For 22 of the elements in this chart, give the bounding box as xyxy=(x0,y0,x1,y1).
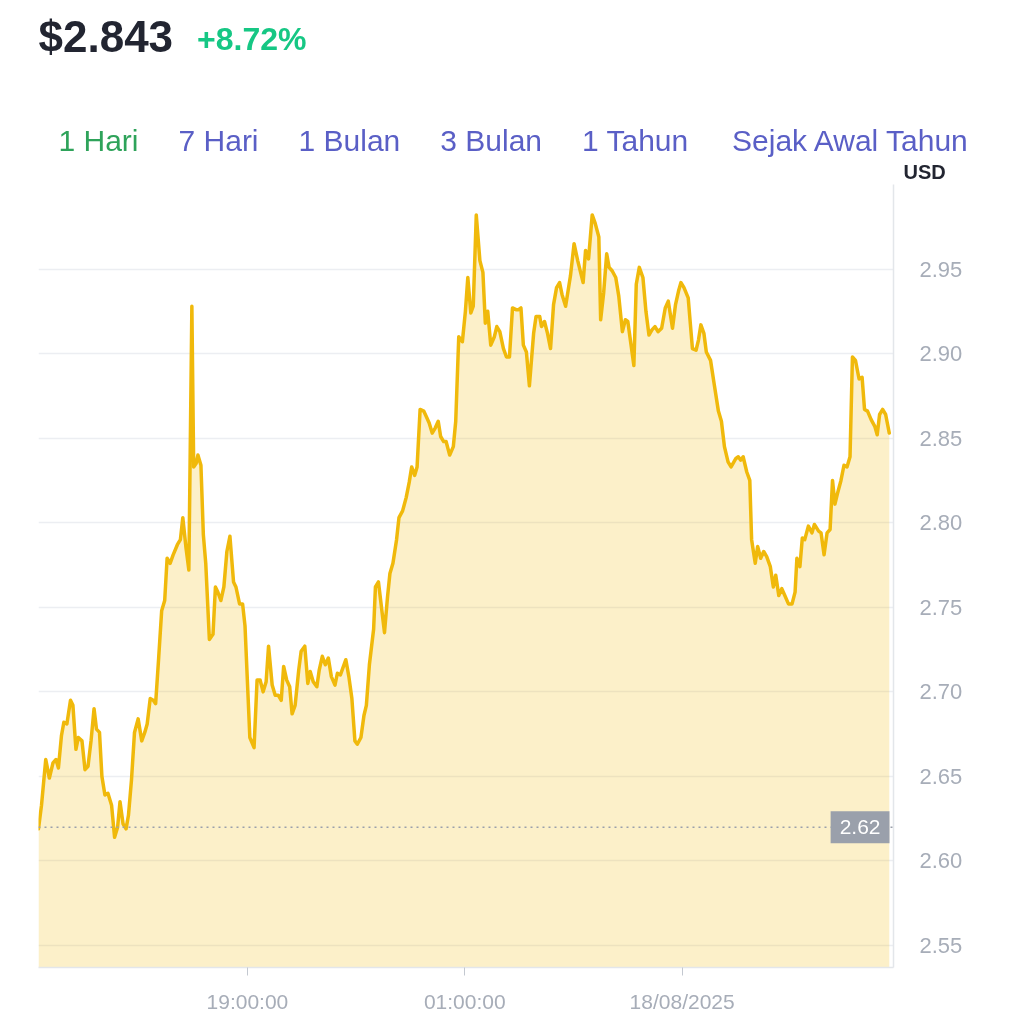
text: 1 Tahun xyxy=(581,124,689,157)
ref-line-label: 2.62 xyxy=(839,815,881,839)
chart-title: $2.843 xyxy=(38,12,174,61)
y-tick-label: 2.90 xyxy=(919,341,963,367)
text: 1 Hari xyxy=(58,124,139,157)
text: 1 Bulan xyxy=(298,124,401,157)
x-tick-label: 18/08/2025 xyxy=(629,989,735,1013)
chart-subtitle: +8.72% xyxy=(197,20,307,57)
y-tick-label: 2.70 xyxy=(919,679,963,705)
text: 3 Bulan xyxy=(440,124,542,157)
y-tick-label: 2.95 xyxy=(919,256,963,282)
y-axis-title: USD xyxy=(903,160,946,183)
text: Sejak Awal Tahun xyxy=(732,124,968,157)
x-tick-label: 19:00:00 xyxy=(206,989,289,1013)
y-tick-label: 2.85 xyxy=(919,425,963,451)
y-tick-label: 2.75 xyxy=(919,594,963,620)
y-tick-label: 2.60 xyxy=(919,848,963,874)
text: 7 Hari xyxy=(178,124,259,157)
y-tick-label: 2.65 xyxy=(919,763,963,789)
y-tick-label: 2.55 xyxy=(919,933,963,959)
y-tick-label: 2.80 xyxy=(919,510,963,536)
x-tick-label: 01:00:00 xyxy=(423,989,506,1013)
